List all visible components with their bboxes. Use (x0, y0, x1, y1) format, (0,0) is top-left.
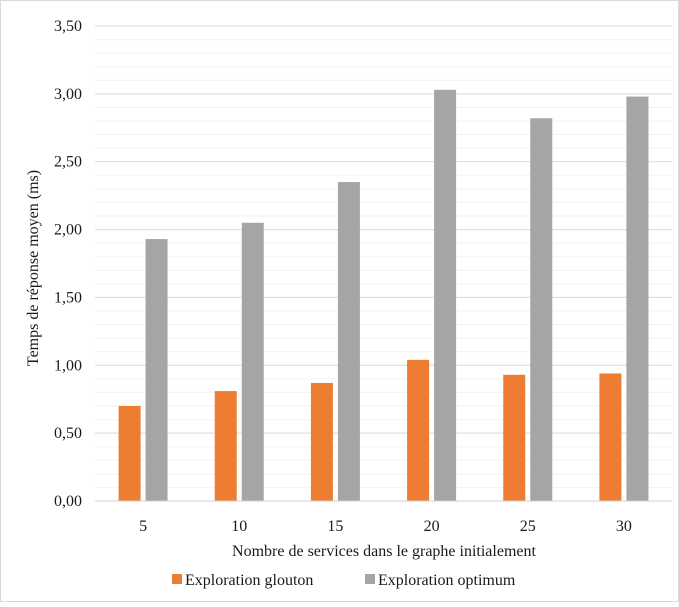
x-axis-tick-labels: 5 10 15 20 25 30 (139, 518, 632, 535)
bar-glouton (214, 391, 237, 501)
legend-label: Exploration optimum (378, 572, 516, 589)
legend-label: Exploration glouton (185, 572, 313, 589)
x-tick-label: 10 (231, 518, 247, 535)
y-tick-label: 3,50 (54, 18, 82, 35)
legend-swatch (365, 574, 375, 584)
y-axis-tick-labels: 0,00 0,50 1,00 1,50 2,00 2,50 3,00 3,50 (54, 18, 82, 510)
bar-optimum (241, 222, 264, 502)
bar-glouton (503, 374, 526, 501)
y-tick-label: 2,50 (54, 154, 82, 171)
x-tick-label: 30 (616, 518, 632, 535)
bar-optimum (145, 239, 168, 502)
gridlines (95, 25, 672, 434)
y-tick-label: 0,50 (54, 425, 82, 442)
x-tick-label: 20 (424, 518, 440, 535)
bar-optimum (434, 89, 457, 502)
bar-optimum (530, 118, 553, 502)
legend-swatch (172, 574, 182, 584)
y-tick-label: 1,00 (54, 357, 82, 374)
legend: Exploration glouton Exploration optimum (172, 572, 516, 589)
bar-optimum (626, 96, 649, 502)
y-tick-label: 3,00 (54, 86, 82, 103)
bar-glouton (599, 373, 622, 501)
x-tick-label: 15 (327, 518, 343, 535)
bar-glouton (118, 406, 141, 501)
x-axis-label: Nombre de services dans le graphe initia… (232, 543, 536, 560)
x-tick-label: 25 (520, 518, 536, 535)
y-tick-label: 0,00 (54, 493, 82, 510)
minor-gridlines (95, 39, 672, 488)
bars (118, 89, 649, 502)
bar-glouton (407, 359, 430, 501)
y-axis-label: Temps de réponse moyen (ms) (25, 170, 42, 366)
y-tick-label: 2,00 (54, 222, 82, 239)
x-tick-label: 5 (139, 518, 147, 535)
bar-optimum (337, 182, 360, 502)
bar-glouton (310, 382, 333, 501)
y-tick-label: 1,50 (54, 289, 82, 306)
